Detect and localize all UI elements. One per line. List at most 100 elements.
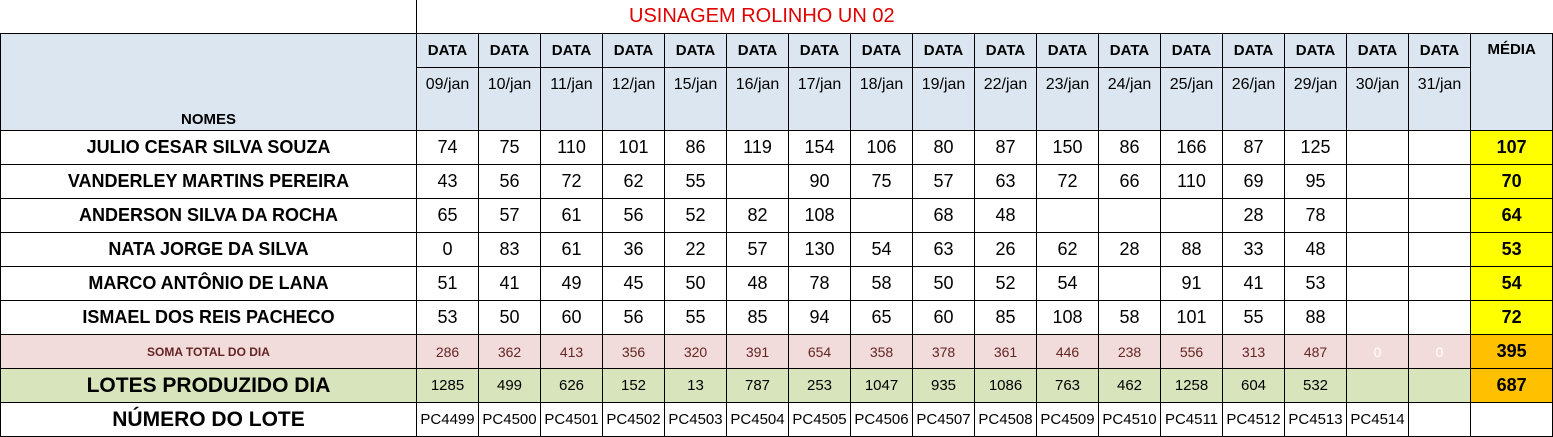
soma-media-cell: 395 [1469,334,1553,369]
value-cell [1346,232,1409,267]
value-cell: 110 [540,130,603,165]
value-cell: 88 [1284,300,1347,335]
value-cell: 119 [726,130,789,165]
numero-lote-row: NÚMERO DO LOTE PC4499 PC4500 PC4501 PC4502 PC… [0,402,1553,437]
media-cell: 70 [1469,164,1553,199]
value-cell [1346,130,1409,165]
value-cell: 36 [602,232,665,267]
value-cell: 66 [1098,164,1161,199]
media-cell: 72 [1469,300,1553,335]
value-cell: 90 [788,164,851,199]
table-row: VANDERLEY MARTINS PEREIRA 43 56 72 62 55 90 75 5… [0,164,1553,199]
value-cell: 51 [416,266,479,301]
value-cell: 57 [726,232,789,267]
value-cell: 53 [1284,266,1347,301]
value-cell [1408,130,1471,165]
value-cell: 55 [1222,300,1285,335]
names-header: NOMES [0,33,417,131]
date-header-label: DATA [540,33,603,68]
soma-cell: 378 [912,334,975,369]
date-header-value: 16/jan [726,67,789,131]
operator-name: MARCO ANTÔNIO DE LANA [0,266,417,301]
value-cell [1346,266,1409,301]
lote-number-cell: PC4510 [1098,402,1161,437]
value-cell: 108 [788,198,851,233]
soma-cell: 413 [540,334,603,369]
value-cell: 74 [416,130,479,165]
value-cell: 41 [478,266,541,301]
value-cell: 63 [974,164,1037,199]
value-cell: 72 [1036,164,1099,199]
value-cell: 87 [1222,130,1285,165]
value-cell: 58 [850,266,913,301]
value-cell: 54 [850,232,913,267]
lote-number-cell: PC4500 [478,402,541,437]
value-cell: 125 [1284,130,1347,165]
value-cell: 72 [540,164,603,199]
value-cell: 75 [850,164,913,199]
value-cell: 55 [664,300,727,335]
value-cell: 28 [1222,198,1285,233]
media-cell: 64 [1469,198,1553,233]
value-cell: 62 [1036,232,1099,267]
soma-cell: 654 [788,334,851,369]
numero-media-cell [1469,402,1553,437]
value-cell: 78 [788,266,851,301]
operator-name: ANDERSON SILVA DA ROCHA [0,198,417,233]
table-row: ISMAEL DOS REIS PACHECO 53 50 60 56 55 85 94 65 6… [0,300,1553,335]
date-header-label: DATA [1284,33,1347,68]
value-cell: 62 [602,164,665,199]
date-header-label: DATA [1160,33,1223,68]
value-cell: 48 [974,198,1037,233]
soma-cell: 238 [1098,334,1161,369]
value-cell: 68 [912,198,975,233]
operator-name: ISMAEL DOS REIS PACHECO [0,300,417,335]
value-cell: 26 [974,232,1037,267]
value-cell [726,164,789,199]
date-header-label: DATA [850,33,913,68]
value-cell: 52 [664,198,727,233]
operator-name: JULIO CESAR SILVA SOUZA [0,130,417,165]
date-header-label: DATA [726,33,789,68]
soma-cell: 356 [602,334,665,369]
value-cell: 75 [478,130,541,165]
date-header-label: DATA [416,33,479,68]
value-cell: 85 [974,300,1037,335]
value-cell: 56 [602,300,665,335]
date-header-value: 31/jan [1408,67,1471,131]
value-cell: 83 [478,232,541,267]
value-cell: 106 [850,130,913,165]
value-cell [1346,164,1409,199]
lote-number-cell: PC4511 [1160,402,1223,437]
value-cell [1036,198,1099,233]
value-cell [1346,198,1409,233]
date-header-value: 17/jan [788,67,851,131]
value-cell: 41 [1222,266,1285,301]
lote-number-cell: PC4499 [416,402,479,437]
soma-cell: 358 [850,334,913,369]
date-header-value: 25/jan [1160,67,1223,131]
value-cell [1408,198,1471,233]
date-header-value: 15/jan [664,67,727,131]
value-cell: 91 [1160,266,1223,301]
table-row: ANDERSON SILVA DA ROCHA 65 57 61 56 52 82 108 68… [0,198,1553,233]
lote-number-cell: PC4502 [602,402,665,437]
value-cell: 0 [416,232,479,267]
numero-lote-label: NÚMERO DO LOTE [0,402,417,437]
soma-total-row: SOMA TOTAL DO DIA 286 362 413 356 320 391 654 35… [0,334,1553,369]
value-cell: 58 [1098,300,1161,335]
value-cell [1408,300,1471,335]
value-cell: 50 [478,300,541,335]
value-cell: 101 [1160,300,1223,335]
lote-number-cell: PC4508 [974,402,1037,437]
value-cell: 110 [1160,164,1223,199]
lote-number-cell: PC4506 [850,402,913,437]
media-cell: 54 [1469,266,1553,301]
lotes-cell: 1086 [974,368,1037,403]
date-header-label: DATA [478,33,541,68]
lotes-cell: 253 [788,368,851,403]
date-header-label: DATA [912,33,975,68]
media-cell: 107 [1469,130,1553,165]
value-cell: 65 [850,300,913,335]
